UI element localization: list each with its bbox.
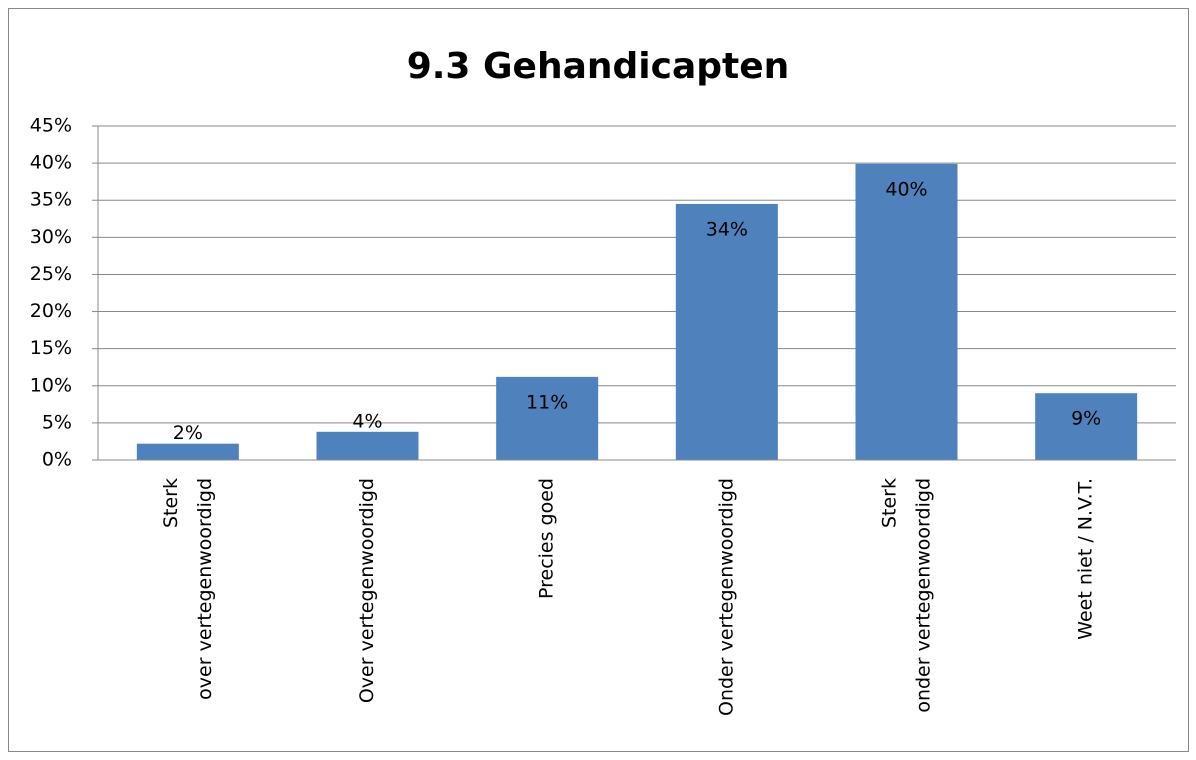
x-tick-label: Sterk over vertegenwoordigd [159,478,215,700]
bar [316,431,419,460]
bar [1035,393,1138,460]
data-label: 11% [526,391,568,413]
y-tick-label: 35% [30,189,72,211]
y-tick-label: 0% [42,449,72,471]
x-tick-label: Sterk onder vertegenwoordigd [878,478,934,713]
bar [136,443,239,460]
bar [496,376,599,460]
y-tick-label: 5% [42,411,72,433]
y-tick-label: 40% [30,152,72,174]
y-tick-label: 10% [30,374,72,396]
data-label: 9% [1071,408,1101,430]
chart-title: 9.3 Gehandicapten [407,46,790,87]
x-tick-label: Precies goed [536,478,558,599]
data-label: 2% [173,422,203,444]
x-tick-label: Onder vertegenwoordigd [715,478,737,716]
x-tick-label: Weet niet / N.V.T. [1075,478,1097,640]
data-label: 34% [706,218,748,240]
y-tick-label: 30% [30,226,72,248]
data-label: 40% [885,178,927,200]
y-tick-label: 20% [30,300,72,322]
y-tick-label: 15% [30,337,72,359]
data-label: 4% [352,410,382,432]
x-tick-label: Over vertegenwoordigd [356,478,378,703]
bar [855,163,958,460]
y-tick-label: 45% [30,115,72,137]
y-tick-label: 25% [30,263,72,285]
chart-frame [8,8,1189,752]
bar [675,203,778,460]
